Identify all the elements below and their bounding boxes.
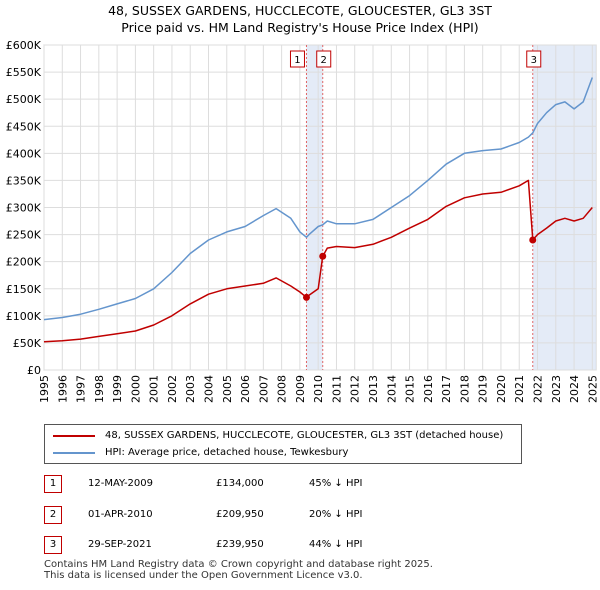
transaction-date: 29-SEP-2021 <box>88 539 152 550</box>
x-tick-label: 1998 <box>93 375 106 403</box>
y-tick-label: £0 <box>27 364 41 377</box>
price-chart: £0 £50K £100K £150K £200K £250K £300K £350K £400… <box>6 39 600 403</box>
x-tick-label: 2004 <box>203 375 216 403</box>
legend-label-property: 48, SUSSEX GARDENS, HUCCLECOTE, GLOUCEST… <box>105 430 504 441</box>
y-tick-label: £250K <box>6 229 42 242</box>
y-tick-label: £50K <box>13 337 42 350</box>
transaction-marker: 1 <box>44 475 62 493</box>
y-tick-label: £600K <box>6 39 42 52</box>
y-tick-label: £400K <box>6 147 42 160</box>
chart-title: 48, SUSSEX GARDENS, HUCCLECOTE, GLOUCEST… <box>108 3 492 18</box>
transaction-price: £239,950 <box>216 539 264 550</box>
x-tick-label: 2006 <box>239 375 252 403</box>
x-tick-label: 2003 <box>184 375 197 403</box>
x-tick-label: 1999 <box>111 375 124 403</box>
x-tick-label: 2020 <box>495 375 508 403</box>
transaction-price: £134,000 <box>216 478 264 489</box>
x-tick-label: 1995 <box>38 375 51 403</box>
transaction-hpi-diff: 45% ↓ HPI <box>309 478 363 489</box>
x-tick-label: 2025 <box>586 375 599 403</box>
transaction-date: 12-MAY-2009 <box>88 478 154 489</box>
x-tick-label: 2002 <box>166 375 179 403</box>
x-tick-label: 1997 <box>75 375 88 403</box>
y-tick-label: £450K <box>6 120 42 133</box>
series-line-hpi <box>43 77 594 321</box>
x-tick-label: 2007 <box>257 375 270 403</box>
x-tick-label: 2021 <box>513 375 526 403</box>
transaction-row: 3 29-SEP-2021 £239,950 44% ↓ HPI <box>44 536 564 554</box>
legend-item-property: 48, SUSSEX GARDENS, HUCCLECOTE, GLOUCEST… <box>53 428 503 444</box>
transaction-date: 01-APR-2010 <box>88 509 153 520</box>
x-tick-label: 2012 <box>349 375 362 403</box>
x-tick-label: 2009 <box>294 375 307 403</box>
x-tick-label: 2008 <box>276 375 289 403</box>
legend-label-hpi: HPI: Average price, detached house, Tewk… <box>105 447 349 458</box>
transaction-row: 2 01-APR-2010 £209,950 20% ↓ HPI <box>44 506 564 524</box>
footer-attribution: Contains HM Land Registry data © Crown c… <box>44 559 433 581</box>
x-tick-label: 2013 <box>367 375 380 403</box>
sale-point <box>319 252 327 260</box>
sale-number-box <box>289 50 305 68</box>
x-tick-label: 2014 <box>385 375 398 403</box>
sale-number-label: 2 <box>321 55 327 66</box>
x-tick-label: 2017 <box>440 375 453 403</box>
y-tick-label: £300K <box>6 202 42 215</box>
x-tick-label: 2000 <box>129 375 142 403</box>
legend-swatch-property <box>53 435 95 437</box>
sale-number-label: 3 <box>531 55 537 66</box>
sale-number-box <box>316 50 332 68</box>
x-tick-label: 2010 <box>312 375 325 403</box>
y-tick-label: £550K <box>6 66 42 79</box>
y-tick-label: £200K <box>6 256 42 269</box>
sale-number-label: 1 <box>294 55 300 66</box>
transaction-row: 1 12-MAY-2009 £134,000 45% ↓ HPI <box>44 475 564 493</box>
sale-point <box>529 236 537 244</box>
sale-point <box>302 293 310 301</box>
sale-number-box <box>526 50 542 68</box>
x-tick-label: 2001 <box>148 375 161 403</box>
y-tick-label: £500K <box>6 93 42 106</box>
x-tick-label: 2015 <box>404 375 417 403</box>
transaction-marker: 2 <box>44 506 62 524</box>
y-tick-label: £350K <box>6 174 42 187</box>
transaction-hpi-diff: 20% ↓ HPI <box>309 509 363 520</box>
transaction-price: £209,950 <box>216 509 264 520</box>
footer-license: This data is licensed under the Open Gov… <box>44 570 363 581</box>
chart-subtitle: Price paid vs. HM Land Registry's House … <box>121 20 479 35</box>
chart-legend: 48, SUSSEX GARDENS, HUCCLECOTE, GLOUCEST… <box>44 424 522 464</box>
legend-swatch-hpi <box>53 452 95 454</box>
x-tick-label: 2019 <box>477 375 490 403</box>
x-tick-label: 2016 <box>422 375 435 403</box>
x-tick-label: 2011 <box>330 375 343 403</box>
y-tick-label: £150K <box>6 283 42 296</box>
x-tick-label: 2024 <box>568 375 581 403</box>
x-tick-label: 2022 <box>532 375 545 403</box>
legend-item-hpi: HPI: Average price, detached house, Tewk… <box>53 445 348 461</box>
transaction-hpi-diff: 44% ↓ HPI <box>309 539 363 550</box>
x-tick-label: 1996 <box>56 375 69 403</box>
x-tick-label: 2023 <box>550 375 563 403</box>
footer-copyright: Contains HM Land Registry data © Crown c… <box>44 559 433 570</box>
transaction-marker: 3 <box>44 536 62 554</box>
x-tick-label: 2018 <box>458 375 471 403</box>
x-tick-label: 2005 <box>221 375 234 403</box>
chart-title-block: 48, SUSSEX GARDENS, HUCCLECOTE, GLOUCEST… <box>0 2 600 36</box>
y-tick-label: £100K <box>6 310 42 323</box>
